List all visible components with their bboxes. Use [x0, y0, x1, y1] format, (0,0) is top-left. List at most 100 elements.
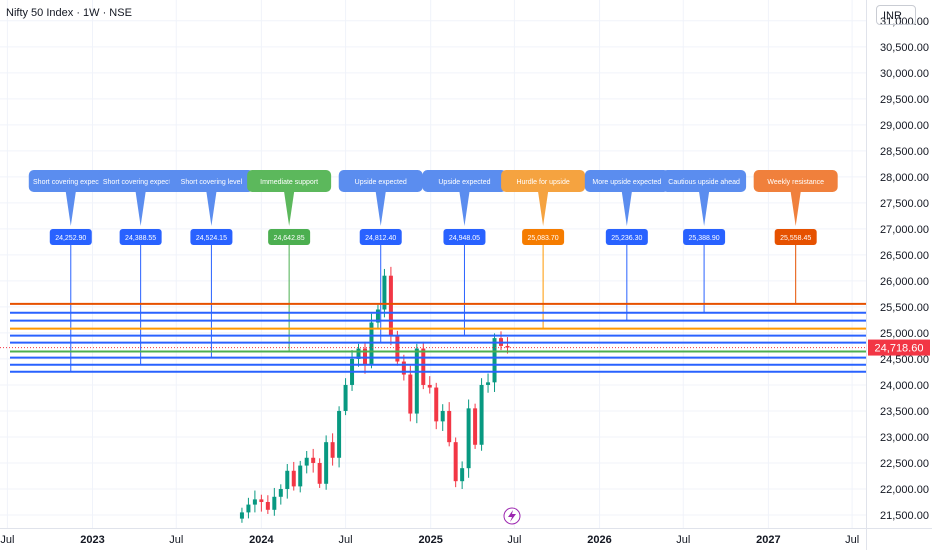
candles [239, 266, 510, 523]
time-tick-label: 2023 [80, 534, 104, 546]
candle-body [447, 410, 452, 443]
note-bubble [247, 170, 332, 192]
price-tick-label: 24,500.00 [880, 354, 929, 366]
note-text: Weekly resistance [767, 179, 824, 186]
note-pointer [459, 192, 470, 226]
level-value-text: 24,812.40 [365, 235, 396, 242]
level-value-tag [268, 229, 311, 245]
note-pointer [284, 192, 295, 226]
candle-body [362, 348, 367, 365]
candle-body [395, 335, 400, 362]
note-pointer [790, 192, 801, 226]
time-tick-label: 2025 [418, 534, 442, 546]
price-tick-label: 23,000.00 [880, 432, 929, 444]
note-text: More upside expected [592, 179, 661, 186]
candle-body [324, 442, 329, 484]
price-tick-label: 29,000.00 [880, 120, 929, 132]
candle-body [246, 504, 251, 513]
time-tick-label: 2024 [249, 534, 274, 546]
candle-body [291, 470, 296, 487]
candle-body [505, 345, 510, 348]
candle-body [317, 462, 322, 484]
note-text: Upside expected [355, 179, 407, 186]
level-value-text: 24,252.90 [55, 235, 86, 242]
note-text: Immediate support [260, 179, 318, 186]
candle-body [408, 374, 413, 414]
note-bubble [662, 170, 747, 192]
candle-body [265, 501, 270, 510]
price-tick-label: 22,500.00 [880, 458, 929, 470]
note-pointer [375, 192, 386, 226]
time-tick-label: Jul [339, 534, 353, 546]
lightning-icon [503, 507, 521, 525]
price-tick-label: 27,000.00 [880, 224, 929, 236]
price-tick-label: 28,500.00 [880, 146, 929, 158]
currency-button[interactable]: INR [876, 5, 916, 25]
price-tick-label: 25,500.00 [880, 302, 929, 314]
note-bubble [753, 170, 838, 192]
candle-body [375, 309, 380, 323]
price-tick-label: 26,000.00 [880, 276, 929, 288]
level-value-tag [119, 229, 162, 245]
grid-lines [0, 0, 866, 528]
time-tick-label: Jul [0, 534, 14, 546]
level-value-tag [190, 229, 233, 245]
candle-body [330, 442, 335, 458]
candle-body [427, 384, 432, 388]
level-value-text: 25,388.90 [689, 235, 720, 242]
price-tick-label: 27,500.00 [880, 198, 929, 210]
time-tick-label: Jul [169, 534, 183, 546]
level-value-tag [683, 229, 726, 245]
candle-body [343, 384, 348, 411]
note-pointer [538, 192, 549, 226]
note-pointer [135, 192, 146, 226]
level-value-tag [443, 229, 486, 245]
time-tick-label: 2026 [587, 534, 611, 546]
level-value-tag [359, 229, 402, 245]
candle-body [486, 382, 491, 385]
candle-body [440, 410, 445, 422]
level-value-tag [522, 229, 565, 245]
candle-body [388, 275, 393, 336]
note-text: Hurdle for upside [516, 179, 569, 186]
candle-body [278, 488, 283, 497]
candle-body [434, 387, 439, 422]
last-price-text: 24,718.60 [875, 343, 924, 355]
note-text: Short covering expected [33, 179, 109, 186]
candle-body [479, 384, 484, 445]
price-tick-label: 28,000.00 [880, 172, 929, 184]
time-tick-label: Jul [507, 534, 521, 546]
candle-body [239, 512, 244, 519]
note-bubble [338, 170, 423, 192]
note-text: Short covering level [181, 179, 243, 186]
note-bubble [584, 170, 669, 192]
level-value-tag [774, 229, 817, 245]
price-tick-label: 22,000.00 [880, 484, 929, 496]
candle-body [285, 470, 290, 489]
candle-body [356, 348, 361, 359]
candle-body [401, 361, 406, 375]
candle-body [252, 499, 257, 505]
level-value-text: 25,236.30 [611, 235, 642, 242]
time-tick-label: Jul [676, 534, 690, 546]
note-pointer [65, 192, 76, 226]
candle-body [382, 275, 387, 310]
candle-body [453, 442, 458, 482]
price-tick-label: 25,000.00 [880, 328, 929, 340]
note-text: Upside expected [438, 179, 490, 186]
note-pointer [699, 192, 710, 226]
note-bubble [169, 170, 254, 192]
level-annotations: Short covering expected 24,252.90 Short co… [10, 170, 866, 373]
price-tick-label: 24,000.00 [880, 380, 929, 392]
candle-body [421, 348, 426, 385]
note-pointer [621, 192, 632, 226]
chart-title: Nifty 50 Index · 1W · NSE [6, 7, 132, 19]
price-tick-label: 23,500.00 [880, 406, 929, 418]
note-pointer [206, 192, 217, 226]
level-value-text: 24,388.55 [125, 235, 156, 242]
candle-body [272, 496, 277, 510]
time-tick-label: Jul [845, 534, 859, 546]
level-value-text: 25,558.45 [780, 235, 811, 242]
note-bubble [501, 170, 586, 192]
